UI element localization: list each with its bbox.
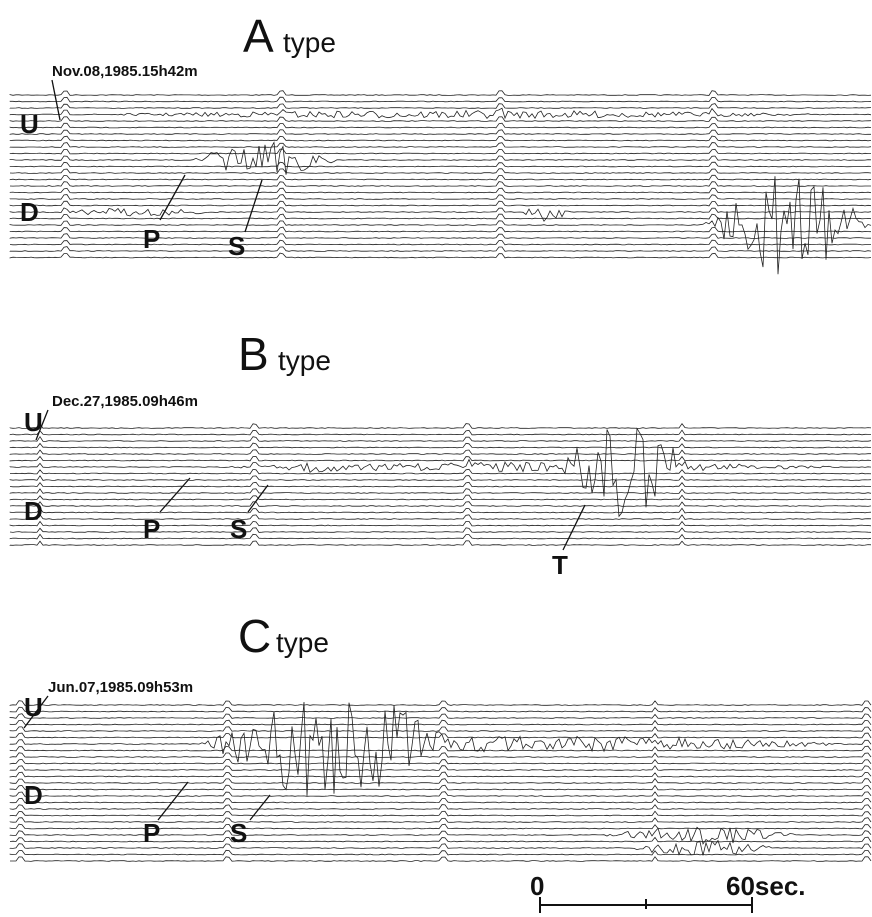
label-s: S (228, 231, 245, 261)
trace (9, 233, 871, 239)
date: Nov.08,1985.15h42m (52, 63, 198, 80)
trace (9, 468, 872, 475)
trace (9, 732, 872, 739)
trace (9, 174, 872, 181)
scale-bar (539, 897, 753, 913)
trace (9, 784, 872, 791)
trace (9, 194, 872, 200)
trace (9, 701, 872, 796)
trace (9, 817, 872, 823)
trace (9, 810, 872, 817)
trace (9, 475, 872, 481)
trace (9, 107, 872, 120)
trace (9, 423, 872, 429)
trace (9, 449, 871, 455)
seismogram-traces (9, 90, 872, 862)
trace (9, 142, 872, 148)
trace (9, 148, 871, 155)
panel-suffix: type (283, 27, 336, 58)
scale-end: 60sec. (726, 871, 806, 901)
trace (9, 96, 872, 103)
trace (9, 494, 872, 501)
panel-letter: C (238, 610, 271, 662)
trace (9, 713, 872, 719)
panel-suffix: type (278, 345, 331, 376)
panel-letter: B (238, 328, 269, 380)
trace (9, 823, 872, 830)
trace (9, 527, 872, 533)
trace (9, 488, 872, 494)
label-u: U (24, 407, 43, 437)
trace (9, 442, 872, 449)
trace (9, 758, 872, 765)
label-p: P (143, 224, 160, 254)
trace (9, 745, 872, 752)
trace (9, 187, 872, 194)
trace (9, 90, 872, 96)
label-u: U (24, 692, 43, 722)
trace (9, 129, 871, 135)
pointers (23, 79, 586, 821)
trace (9, 839, 872, 856)
trace (9, 252, 872, 259)
trace (9, 427, 872, 518)
panel-suffix: type (276, 627, 329, 658)
trace (9, 836, 872, 843)
label-p: P (143, 514, 160, 544)
trace (9, 533, 872, 540)
trace (9, 176, 872, 275)
trace (9, 239, 871, 246)
trace (9, 540, 872, 546)
trace (9, 791, 872, 797)
trace (9, 481, 872, 488)
label-d: D (24, 496, 43, 526)
scale-start: 0 (530, 871, 544, 901)
trace (9, 501, 872, 507)
trace (9, 700, 872, 706)
trace (9, 455, 872, 462)
trace (9, 849, 872, 856)
trace (9, 777, 872, 784)
trace (9, 507, 872, 514)
trace (9, 514, 872, 520)
label-s: S (230, 514, 247, 544)
trace (9, 797, 872, 804)
trace (9, 706, 872, 713)
date: Jun.07,1985.09h53m (48, 679, 193, 696)
trace (9, 200, 872, 207)
trace (9, 429, 872, 436)
trace (9, 213, 872, 220)
label-s: S (230, 818, 247, 848)
label-d: D (24, 780, 43, 810)
panel-letter: A (243, 10, 274, 62)
trace (9, 246, 872, 252)
trace (9, 826, 872, 845)
trace (9, 435, 872, 442)
trace (9, 116, 872, 122)
trace (9, 122, 872, 129)
trace (9, 520, 872, 527)
date: Dec.27,1985.09h46m (52, 393, 198, 410)
trace (9, 141, 872, 175)
trace (9, 181, 871, 187)
trace (9, 719, 872, 726)
trace (9, 804, 872, 810)
label-p: P (143, 818, 160, 848)
trace (9, 752, 872, 758)
trace (9, 226, 872, 233)
label-t: T (552, 550, 568, 580)
trace (9, 161, 872, 168)
trace (9, 103, 872, 109)
label-d: D (20, 197, 39, 227)
trace (9, 726, 872, 732)
trace (10, 856, 872, 862)
trace (9, 135, 872, 142)
trace (9, 771, 872, 778)
trace (9, 168, 872, 174)
trace (9, 765, 872, 771)
label-u: U (20, 109, 39, 139)
